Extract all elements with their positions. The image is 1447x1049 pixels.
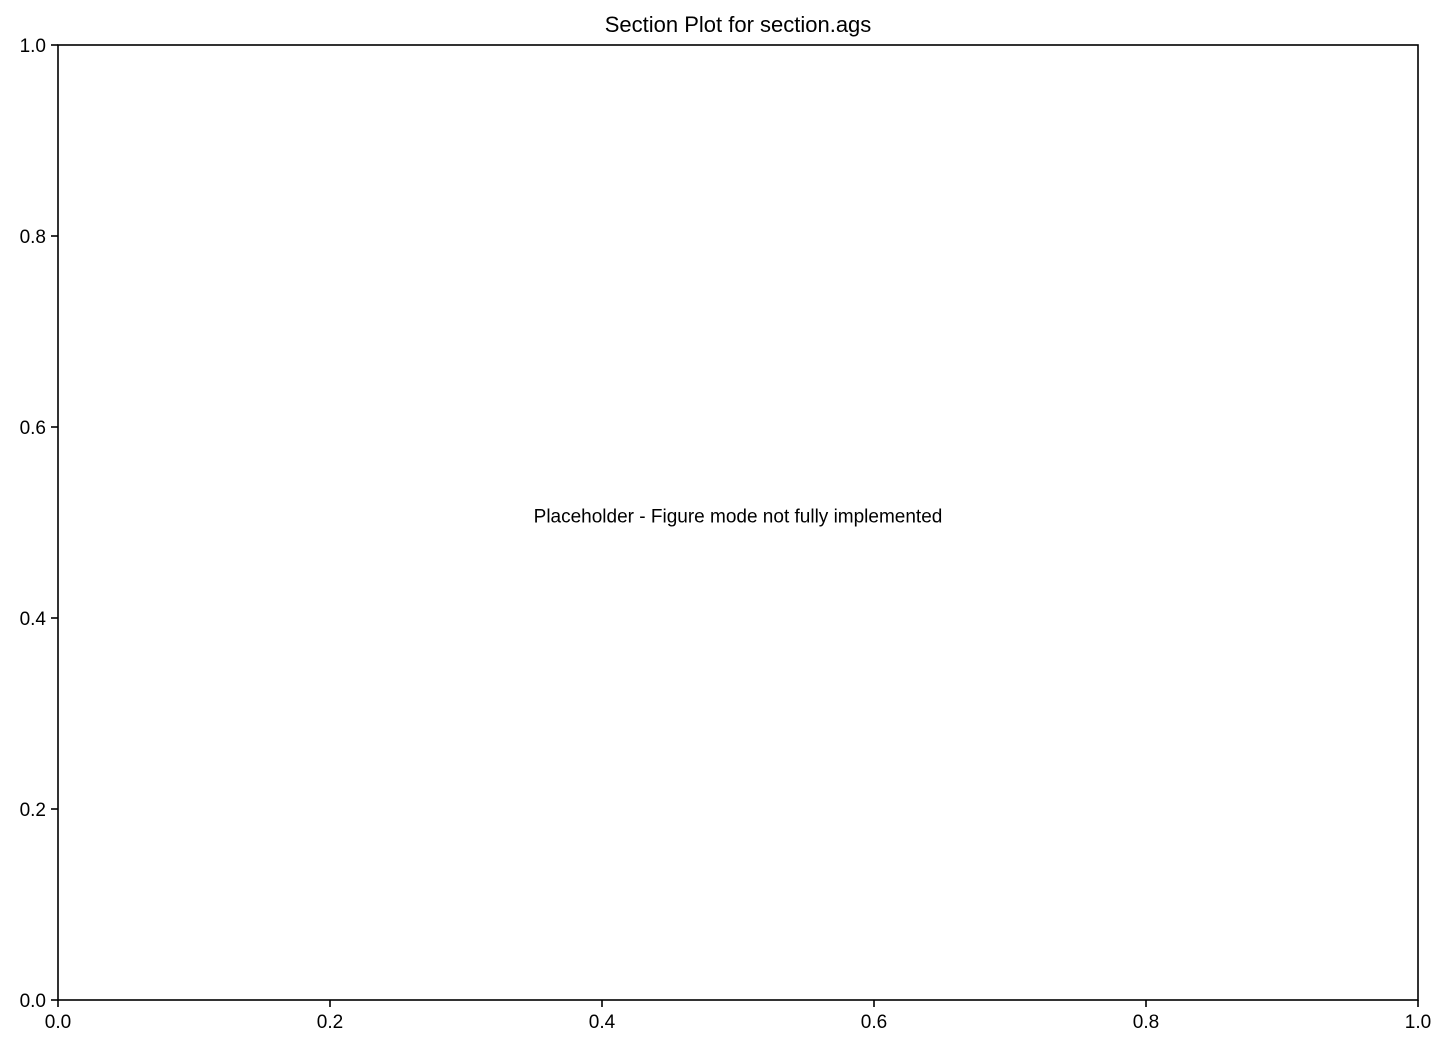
chart-title: Section Plot for section.ags: [605, 12, 872, 37]
y-tick-label: 1.0: [20, 36, 46, 57]
plot-area: [57, 44, 1419, 1001]
axes-frame: [57, 44, 1419, 1001]
x-tick-label: 0.4: [589, 1012, 616, 1033]
x-tick-label: 0.6: [861, 1012, 887, 1033]
y-tick-label: 0.0: [20, 991, 46, 1012]
x-tick-label: 0.0: [45, 1012, 71, 1033]
x-tick-label: 0.2: [317, 1012, 343, 1033]
x-axis: 0.0 0.2 0.4 0.6 0.8 1.0: [45, 1000, 1431, 1033]
y-tick-label: 0.2: [20, 800, 46, 821]
x-tick-label: 1.0: [1405, 1012, 1431, 1033]
placeholder-annotation: Placeholder - Figure mode not fully impl…: [534, 507, 943, 528]
x-tick-label: 0.8: [1133, 1012, 1159, 1033]
y-tick-label: 0.8: [20, 227, 46, 248]
y-tick-label: 0.6: [20, 418, 46, 439]
y-tick-label: 0.4: [20, 609, 47, 630]
y-axis: 0.0 0.2 0.4 0.6 0.8 1.0: [20, 36, 58, 1012]
